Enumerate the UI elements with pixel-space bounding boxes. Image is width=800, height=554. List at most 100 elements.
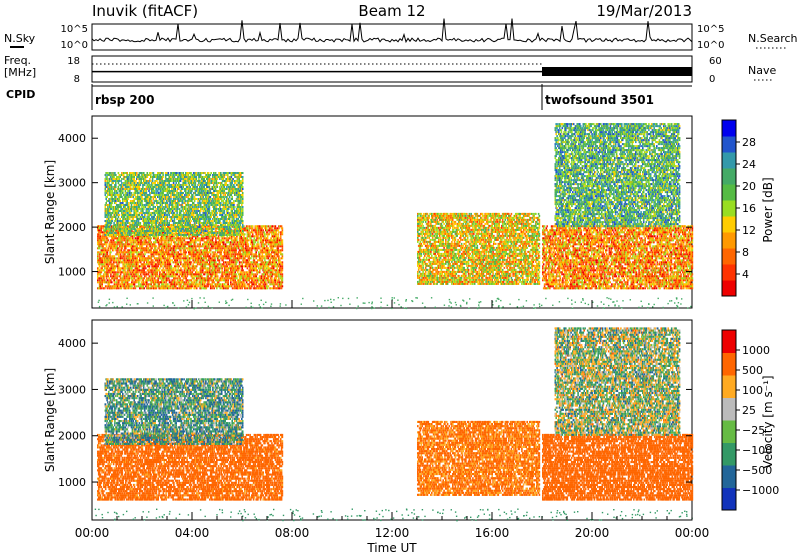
- echo-cell: [160, 261, 163, 264]
- echo-cell: [101, 269, 103, 272]
- echo-cell: [101, 275, 103, 278]
- echo-cell: [239, 279, 242, 282]
- echo-cell: [197, 261, 200, 264]
- echo-cell: [144, 237, 146, 240]
- echo-cell: [246, 267, 249, 270]
- echo-cell: [274, 279, 277, 282]
- echo-cell: [277, 229, 279, 232]
- echo-cell: [99, 261, 102, 264]
- echo-cell: [223, 263, 225, 266]
- echo-cell: [135, 285, 138, 288]
- cpid-segment-label: rbsp 200: [95, 93, 154, 107]
- echo-cell: [134, 273, 137, 276]
- echo-cell: [97, 287, 100, 290]
- echo-cell: [166, 245, 168, 248]
- echo-cell: [131, 243, 133, 246]
- echo-cell: [159, 263, 161, 266]
- echo-cell: [106, 253, 109, 256]
- echo-cell: [140, 277, 143, 280]
- echo-cell: [190, 247, 193, 250]
- echo-cell: [241, 263, 243, 266]
- echo-cell: [126, 214, 128, 216]
- echo-cell: [156, 257, 159, 260]
- echo-cell: [202, 257, 205, 260]
- echo-cell: [209, 283, 212, 286]
- echo-cell: [258, 267, 260, 270]
- echo-cell: [138, 251, 140, 254]
- echo-cell: [100, 229, 103, 232]
- echo-cell: [206, 249, 208, 252]
- echo-cell: [176, 273, 179, 276]
- echo-cell: [113, 228, 115, 230]
- echo-cell: [265, 267, 268, 270]
- echo-cell: [184, 249, 187, 252]
- echo-cell: [158, 257, 160, 260]
- echo-cell: [121, 277, 124, 280]
- echo-cell: [114, 271, 117, 274]
- echo-cell: [99, 275, 102, 278]
- echo-cell: [108, 271, 110, 274]
- echo-cell: [147, 273, 150, 276]
- echo-cell: [192, 259, 194, 262]
- echo-cell: [258, 245, 260, 248]
- echo-cell: [167, 259, 170, 262]
- echo-cell: [157, 247, 159, 250]
- echo-cell: [181, 287, 184, 290]
- echo-cell: [104, 230, 107, 232]
- echo-cell: [125, 241, 127, 244]
- echo-cell: [111, 229, 113, 232]
- echo-cell: [180, 255, 182, 258]
- echo-cell: [116, 234, 119, 236]
- echo-cell: [246, 225, 249, 228]
- echo-cell: [106, 237, 109, 240]
- echo-cell: [239, 283, 242, 286]
- echo-cell: [133, 283, 136, 286]
- echo-cell: [147, 279, 150, 282]
- echo-cell: [270, 279, 272, 282]
- echo-cell: [107, 259, 110, 262]
- echo-cell: [180, 249, 182, 252]
- echo-cell: [181, 271, 183, 274]
- echo-cell: [105, 255, 108, 258]
- echo-cell: [100, 287, 103, 290]
- echo-cell: [113, 210, 115, 212]
- echo-cell: [117, 172, 120, 174]
- echo-cell: [106, 261, 109, 264]
- echo-cell: [181, 281, 184, 284]
- echo-cell: [188, 281, 190, 284]
- echo-cell: [228, 263, 230, 266]
- echo-cell: [148, 257, 151, 260]
- echo-cell: [254, 241, 257, 244]
- echo-cell: [116, 178, 119, 180]
- echo-cell: [153, 243, 156, 246]
- echo-cell: [180, 267, 182, 270]
- echo-cell: [117, 186, 120, 188]
- echo-cell: [174, 245, 177, 248]
- echo-cell: [122, 190, 124, 192]
- echo-cell: [129, 245, 131, 248]
- echo-cell: [107, 255, 110, 258]
- echo-cell: [139, 247, 141, 250]
- echo-cell: [267, 265, 270, 268]
- echo-cell: [251, 227, 254, 230]
- echo-cell: [140, 241, 143, 244]
- echo-cell: [142, 281, 145, 284]
- echo-cell: [113, 255, 116, 258]
- echo-cell: [120, 245, 123, 248]
- echo-cell: [164, 233, 166, 236]
- echo-cell: [124, 275, 126, 278]
- echo-cell: [181, 265, 184, 268]
- echo-cell: [126, 259, 129, 262]
- echo-cell: [121, 285, 124, 288]
- echo-cell: [148, 271, 151, 274]
- echo-cell: [104, 251, 106, 254]
- echo-cell: [149, 251, 152, 254]
- echo-cell: [216, 267, 219, 270]
- echo-cell: [147, 287, 150, 290]
- echo-cell: [187, 273, 189, 276]
- echo-cell: [174, 285, 177, 288]
- echo-cell: [125, 226, 128, 228]
- echo-cell: [163, 255, 166, 258]
- echo-cell: [255, 257, 257, 260]
- echo-cell: [186, 271, 188, 274]
